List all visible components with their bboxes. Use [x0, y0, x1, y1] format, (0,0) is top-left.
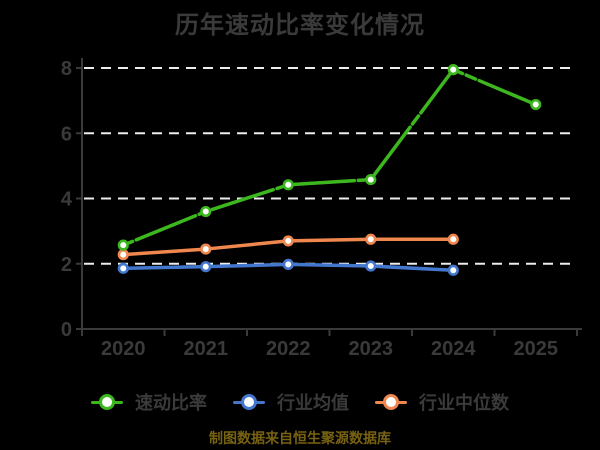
legend-label: 速动比率	[135, 393, 207, 413]
quick-ratio-point-2024[interactable]	[447, 64, 459, 76]
x-tick-label-2022: 2022	[266, 338, 311, 360]
y-tick-label-2: 2	[61, 254, 72, 276]
industry-median-point-2024[interactable]	[447, 233, 459, 245]
y-tick-label-0: 0	[61, 319, 72, 341]
legend-item-industry-average[interactable]: 行业均值	[233, 389, 349, 415]
quick-ratio-point-2023[interactable]	[365, 173, 377, 186]
quick-ratio-point-2025[interactable]	[530, 98, 542, 111]
quick-ratio-point-2022[interactable]	[282, 179, 294, 191]
legend-line-icon	[375, 394, 407, 410]
industry-median-point-2022[interactable]	[282, 235, 294, 247]
quick-ratio-point-2021[interactable]	[200, 205, 212, 218]
x-tick-label-2024: 2024	[431, 338, 476, 360]
x-tick-label-2023: 2023	[349, 338, 394, 360]
industry-average-point-2024[interactable]	[447, 264, 459, 276]
legend-line-icon	[233, 394, 265, 410]
y-tick-label-4: 4	[61, 189, 73, 211]
series-line-quick-ratio	[121, 67, 538, 247]
legend-item-quick-ratio[interactable]: 速动比率	[91, 389, 207, 415]
industry-average-point-2021[interactable]	[200, 261, 212, 273]
industry-median-point-2023[interactable]	[365, 233, 377, 245]
industry-median-point-2020[interactable]	[117, 249, 129, 261]
plot-area: 0 2 4 6 8 2020 2021 2022 2023 2024 2025	[61, 58, 582, 360]
legend-item-industry-median[interactable]: 行业中位数	[375, 389, 509, 415]
source-caption: 制图数据来自恒生聚源数据库	[209, 430, 391, 446]
legend: 速动比率 行业均值 行业中位数	[0, 387, 600, 417]
industry-average-point-2020[interactable]	[117, 262, 129, 274]
x-tick-label-2021: 2021	[184, 338, 229, 360]
chart-title: 历年速动比率变化情况	[175, 12, 425, 39]
industry-average-point-2022[interactable]	[282, 258, 294, 271]
legend-line-icon	[91, 394, 123, 410]
industry-median-point-2021[interactable]	[200, 243, 212, 255]
legend-label: 行业均值	[277, 393, 349, 413]
legend-label: 行业中位数	[419, 393, 509, 413]
y-tick-label-8: 8	[61, 58, 72, 80]
y-tick-label-6: 6	[61, 123, 72, 145]
legend-dot-icon	[99, 394, 115, 410]
x-tick-label-2020: 2020	[101, 338, 146, 360]
industry-average-point-2023[interactable]	[365, 260, 377, 272]
legend-dot-icon	[383, 394, 399, 410]
legend-dot-icon	[241, 394, 257, 410]
x-tick-label-2025: 2025	[514, 338, 559, 360]
quick-ratio-point-2020[interactable]	[117, 239, 129, 251]
